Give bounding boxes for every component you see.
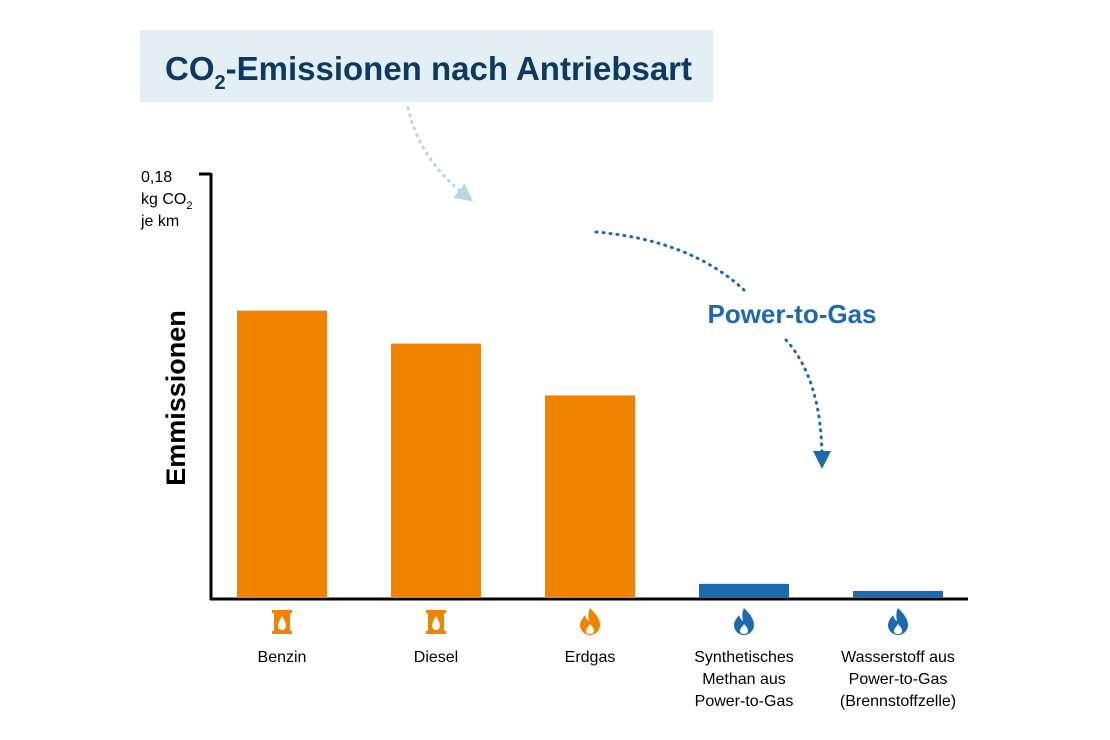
p2g-arrow-top: [594, 230, 746, 292]
title-box: [140, 30, 713, 102]
bar-0: [237, 310, 327, 598]
y-per-km-label: je km: [140, 213, 179, 230]
category-label-1: Diesel: [414, 649, 458, 666]
flame-icon: [888, 608, 908, 635]
title-arrow: [406, 106, 474, 202]
y-unit-label: kg CO2: [141, 191, 192, 212]
p2g-arrow-down: [784, 338, 831, 469]
power-to-gas-label: Power-to-Gas: [707, 299, 876, 329]
bar-1: [391, 343, 481, 598]
flame-icon: [580, 608, 600, 635]
category-labels-group: Benzin Diesel Erdgas Synthetisches Methan au…: [258, 649, 957, 710]
y-top-label: 0,18: [141, 169, 172, 186]
flame-icon: [734, 608, 754, 635]
bars-group: [237, 310, 943, 598]
icons-group: [272, 608, 908, 635]
fuel-barrel-icon: [272, 610, 292, 634]
bar-4: [853, 590, 943, 598]
fuel-barrel-icon: [426, 610, 446, 634]
category-label-0: Benzin: [258, 649, 307, 666]
category-label-4: Wasserstoff aus Power-to-Gas (Brennstoffze…: [840, 649, 956, 710]
bar-3: [699, 583, 789, 598]
y-axis-title: Emmissionen: [161, 310, 191, 486]
category-label-2: Erdgas: [565, 649, 616, 666]
bar-2: [545, 395, 635, 598]
chart-title: CO2-Emissionen nach Antriebsart: [165, 50, 692, 94]
category-label-3: Synthetisches Methan aus Power-to-Gas: [694, 649, 794, 710]
